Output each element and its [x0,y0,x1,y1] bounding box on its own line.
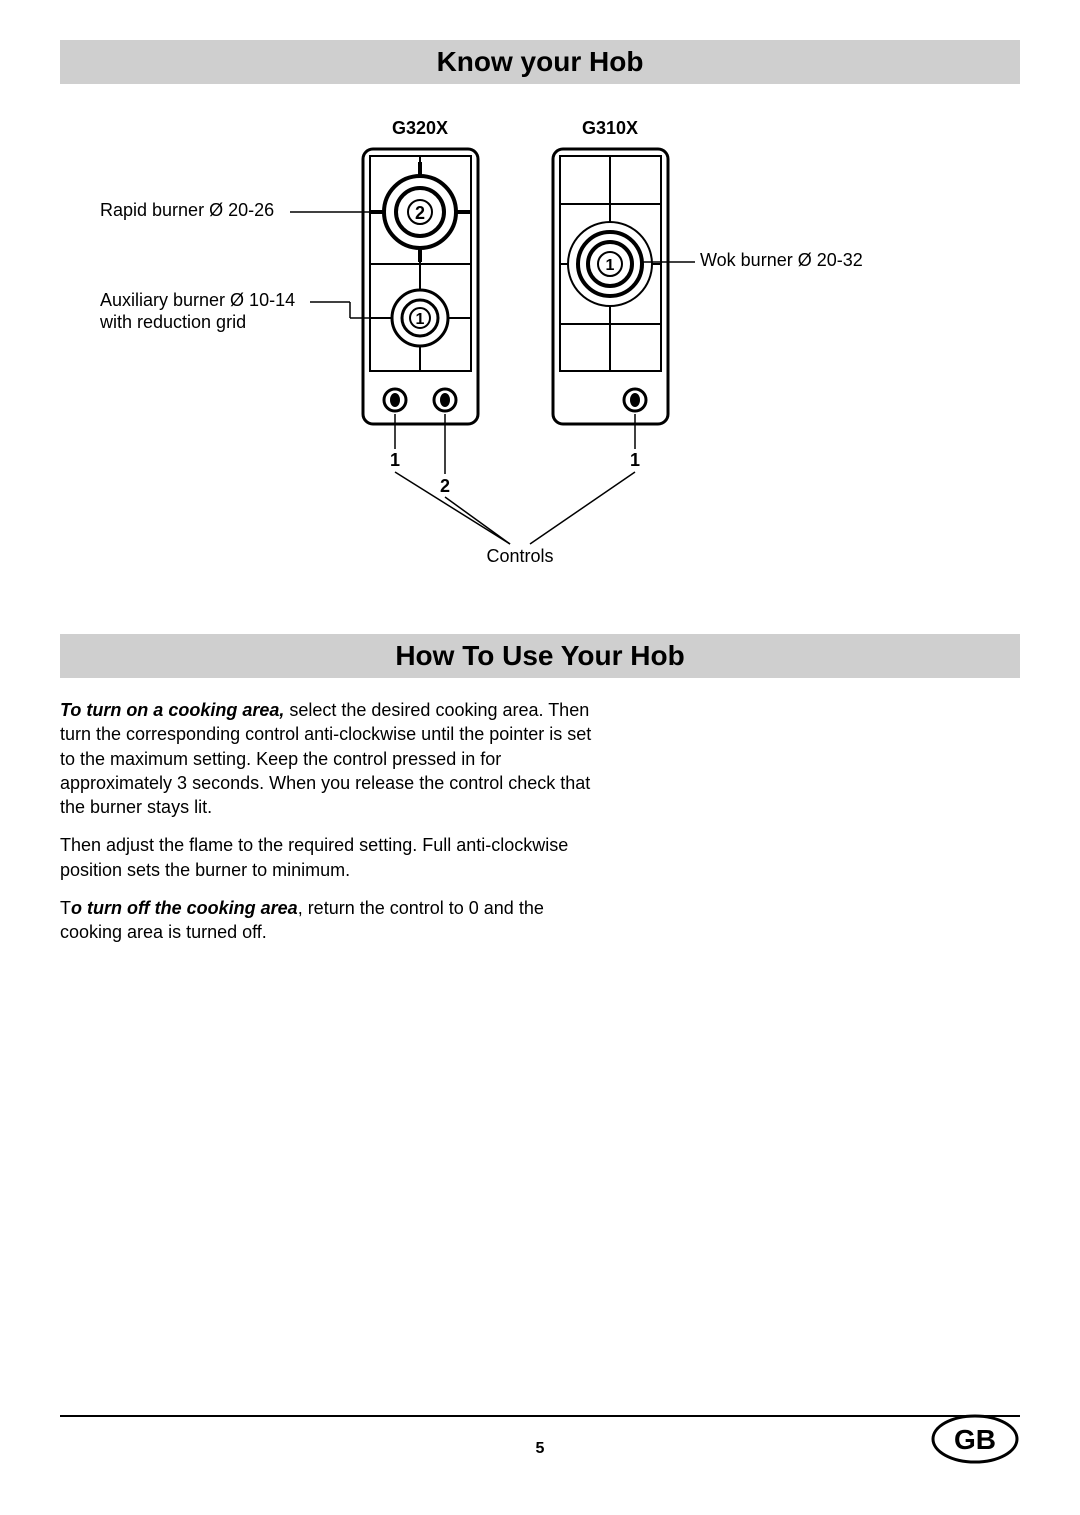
g320x-knob-2 [434,389,456,411]
wok-burner-num: 1 [606,257,615,274]
controls-label: Controls [486,546,553,566]
g310x-hob: G310X 1 [553,118,668,424]
g310x-label: G310X [582,118,638,138]
how-to-use-header: How To Use Your Hob [60,634,1020,678]
p3-lead: o turn off the cooking area [71,898,298,918]
g320x-label: G320X [392,118,448,138]
know-your-hob-header: Know your Hob [60,40,1020,84]
rapid-burner-label: Rapid burner Ø 20-26 [100,200,274,220]
burner-1-num: 1 [416,311,425,328]
page-footer: 5 GB [60,1415,1020,1475]
wok-burner-label: Wok burner Ø 20-32 [700,250,863,270]
burner-2-num: 2 [415,203,425,223]
ctrl-1-num-left: 1 [390,450,400,470]
gb-badge-icon: GB [930,1413,1020,1465]
p1-lead: To turn on a cooking area, [60,700,284,720]
g310x-knob [624,389,646,411]
ctrl-2-num: 2 [440,476,450,496]
g320x-knob-1 [384,389,406,411]
svg-text:GB: GB [954,1424,996,1455]
aux-burner-label-1: Auxiliary burner Ø 10-14 [100,290,295,310]
p2: Then adjust the flame to the required se… [60,833,600,882]
hob-diagram: G320X 2 1 [60,104,1020,604]
ctrl-1-num-right: 1 [630,450,640,470]
p3-pre: T [60,898,71,918]
page-number: 5 [536,1440,545,1458]
g320x-hob: G320X 2 1 [363,118,478,424]
instructions-text: To turn on a cooking area, select the de… [60,698,600,945]
aux-burner-label-2: with reduction grid [99,312,246,332]
